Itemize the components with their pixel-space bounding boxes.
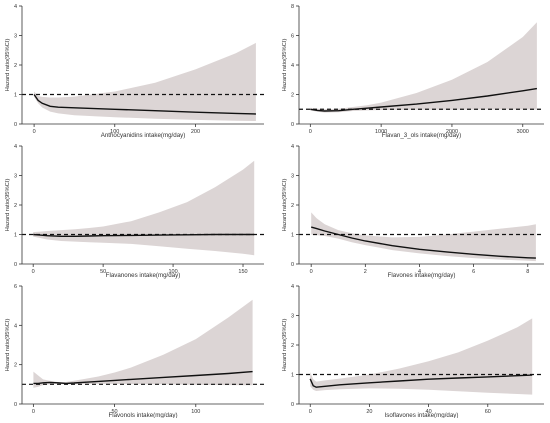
y-axis-label: Hazard ratio(95%CI): [282, 179, 288, 232]
y-tick-label: 1: [291, 233, 294, 239]
x-tick-label: 4: [418, 269, 421, 275]
y-tick-label: 4: [291, 63, 294, 69]
x-tick-label: 3000: [517, 129, 529, 135]
y-tick-label: 6: [14, 284, 17, 290]
ci-ribbon: [310, 318, 533, 395]
y-tick-label: 3: [14, 34, 17, 40]
y-tick-label: 0: [291, 402, 294, 408]
y-axis-label: Hazard ratio(95%CI): [282, 319, 288, 372]
y-tick-label: 1: [14, 233, 17, 239]
y-tick-label: 1: [291, 373, 294, 379]
y-tick-label: 3: [291, 174, 294, 180]
x-tick-label: 20: [366, 409, 372, 415]
x-tick-label: 100: [191, 409, 200, 415]
hr-curve: [310, 87, 538, 112]
panel-1: 0 1 2 3 4 0 100 200 Anthocyanidins intake(mg/day…: [5, 4, 264, 139]
ci-ribbon: [34, 42, 256, 121]
y-tick-label: 4: [291, 144, 294, 150]
ci-ribbon: [311, 212, 536, 262]
panel-5: 0 2 4 6 0 50 100 Flavonols intake(mg/day) Hazard…: [5, 284, 264, 419]
x-tick-label: 50: [112, 409, 118, 415]
ci-ribbon: [310, 22, 537, 113]
y-tick-label: 0: [291, 262, 294, 268]
y-axis-label: Hazard ratio(95%CI): [5, 319, 11, 372]
y-tick-label: 0: [14, 122, 17, 128]
y-tick-label: 6: [291, 34, 294, 40]
x-tick-label: 8: [526, 269, 529, 275]
x-tick-label: 6: [472, 269, 475, 275]
y-tick-label: 3: [14, 174, 17, 180]
ci-ribbon: [33, 299, 253, 388]
x-tick-label: 0: [32, 409, 35, 415]
y-tick-label: 2: [14, 363, 17, 369]
x-axis-label: Flavanones intake(mg/day): [106, 272, 181, 279]
hr-curve: [33, 94, 256, 115]
panel-3: 0 1 2 3 4 0 50 100 150 Flavanones intake(mg/day) H…: [5, 144, 264, 279]
hr-curve: [309, 374, 533, 388]
ci-ribbon: [33, 160, 255, 256]
x-tick-label: 2000: [446, 129, 458, 135]
y-axis-label: Hazard ratio(95%CI): [5, 39, 11, 92]
y-axis-label: Hazard ratio(95%CI): [5, 179, 11, 232]
panel-2: 0 2 4 6 8 0 1000 2000 3000 Flavan_3_ols intake(mg…: [282, 4, 544, 139]
x-tick-label: 1000: [375, 129, 387, 135]
y-tick-label: 4: [14, 144, 17, 150]
y-tick-label: 2: [291, 93, 294, 99]
y-tick-label: 4: [291, 284, 294, 290]
y-tick-label: 2: [14, 63, 17, 69]
x-tick-label: 200: [191, 129, 200, 135]
x-tick-label: 150: [238, 269, 247, 275]
x-tick-label: 100: [168, 269, 177, 275]
x-tick-label: 60: [485, 409, 491, 415]
x-tick-label: 0: [309, 129, 312, 135]
x-tick-label: 100: [110, 129, 119, 135]
y-tick-label: 4: [14, 323, 17, 329]
y-tick-label: 0: [14, 262, 17, 268]
x-tick-label: 0: [32, 269, 35, 275]
x-axis-label: Flavan_3_ols intake(mg/day): [382, 132, 461, 139]
x-tick-label: 40: [426, 409, 432, 415]
panel-4: 0 1 2 3 4 0 2 4 6 8 Flavones intake(mg/day) Hazard …: [282, 144, 544, 279]
y-tick-label: 8: [291, 4, 294, 10]
x-tick-label: 0: [33, 129, 36, 135]
x-axis-label: Anthocyanidins intake(mg/day): [101, 132, 186, 139]
y-tick-label: 2: [291, 343, 294, 349]
y-tick-label: 0: [291, 122, 294, 128]
hr-curve: [311, 226, 536, 259]
hr-curve: [33, 370, 253, 385]
y-tick-label: 2: [14, 203, 17, 209]
y-tick-label: 3: [291, 314, 294, 320]
hr-curve: [33, 233, 255, 238]
x-tick-label: 2: [364, 269, 367, 275]
y-axis-label: Hazard ratio(95%CI): [282, 39, 288, 92]
x-tick-label: 0: [310, 269, 313, 275]
x-tick-label: 0: [309, 409, 312, 415]
x-axis-label: Flavonols intake(mg/day): [108, 412, 177, 418]
x-axis-label: Flavones intake(mg/day): [388, 272, 456, 279]
y-tick-label: 4: [14, 4, 17, 10]
x-tick-label: 50: [100, 269, 106, 275]
y-tick-label: 2: [291, 203, 294, 209]
y-tick-label: 0: [14, 402, 17, 408]
y-tick-label: 1: [14, 93, 17, 99]
x-axis-label: Isoflavones intake(mg/day): [385, 412, 459, 418]
